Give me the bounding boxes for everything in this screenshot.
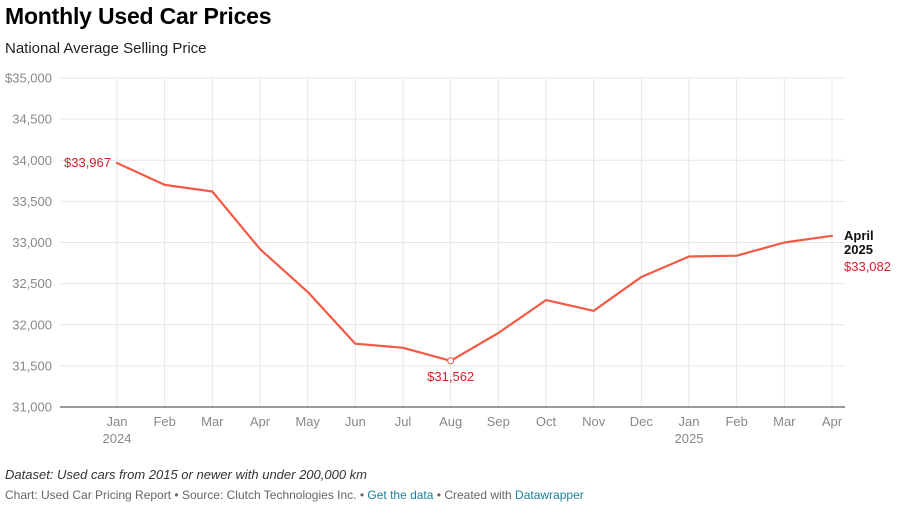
y-tick-label: 32,500 [12,276,52,291]
data-point [591,308,596,313]
x-tick-label: Sep [487,414,510,429]
data-point [162,182,167,187]
source-credit: Source: Clutch Technologies Inc. [181,488,357,502]
x-tick-label: Jun [345,414,366,429]
data-point [782,240,787,245]
y-tick-label: 33,500 [12,194,52,209]
y-tick-label: 34,500 [12,112,52,127]
data-point [496,330,501,335]
series-line [115,161,834,362]
x-tick-label: Apr [822,414,843,429]
x-tick-label: Apr [250,414,271,429]
y-tick-label: 31,500 [12,358,52,373]
data-point [401,345,406,350]
data-point [258,247,263,252]
chart-credit: Chart: Used Car Pricing Report [5,488,172,502]
x-tick-label: May [295,414,320,429]
x-tick-label: Mar [773,414,796,429]
chart-byline: Chart: Used Car Pricing Report • Source:… [5,488,584,502]
data-point [115,160,120,165]
datawrapper-link[interactable]: Datawrapper [515,488,584,502]
chart-subtitle: National Average Selling Price [5,40,207,57]
chart-title: Monthly Used Car Prices [5,3,272,29]
data-point [544,298,549,303]
x-tick-label: Feb [153,414,175,429]
end-label-month: April [844,228,874,243]
data-point [687,254,692,259]
end-value-label: $33,082 [844,259,891,274]
end-label-year: 2025 [844,242,873,257]
x-year-label: 2024 [103,431,132,446]
data-point [830,233,835,238]
data-point [353,341,358,346]
x-tick-label: Nov [582,414,606,429]
x-tick-label: Mar [201,414,224,429]
x-tick-label: Jan [679,414,700,429]
y-tick-label: $35,000 [5,71,52,86]
y-tick-label: 32,000 [12,317,52,332]
separator: • [359,488,365,502]
data-point [210,189,215,194]
x-tick-label: Jan [107,414,128,429]
separator: • [436,488,441,502]
y-tick-label: 33,000 [12,235,52,250]
min-point-marker [447,357,455,365]
chart-notes: Dataset: Used cars from 2015 or newer wi… [5,467,368,482]
get-data-link[interactable]: Get the data [367,488,434,502]
x-tick-label: Dec [630,414,654,429]
data-point [734,253,739,258]
min-value-label: $31,562 [427,369,474,384]
y-tick-label: 31,000 [12,400,52,415]
line-chart: 31,000 31,500 32,000 32,500 33,000 33,500 34,0… [5,71,891,447]
data-point [305,289,310,294]
data-point [639,275,644,280]
x-tick-label: Jul [395,414,412,429]
x-year-label: 2025 [675,431,704,446]
x-tick-label: Oct [536,414,557,429]
y-tick-label: 34,000 [12,153,52,168]
created-with-label: Created with [444,488,512,502]
x-tick-label: Feb [725,414,747,429]
x-tick-label: Aug [439,414,462,429]
start-value-label: $33,967 [64,155,111,170]
separator: • [174,488,179,502]
